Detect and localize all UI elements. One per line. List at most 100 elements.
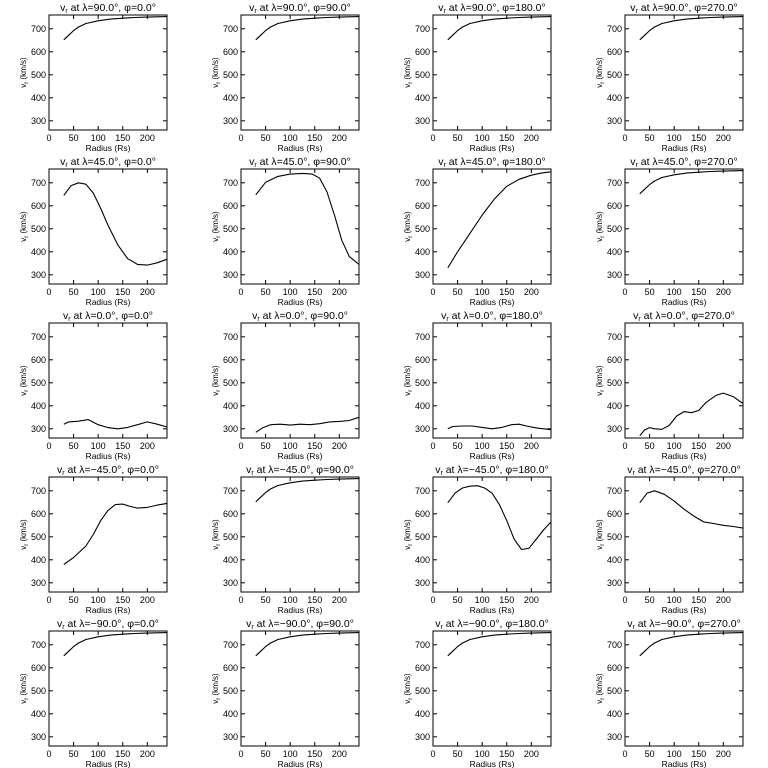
plot-title: vr at λ=0.0°, φ=270.0° (633, 310, 735, 323)
plot-title: vr at λ=−90.0°, φ=270.0° (627, 618, 741, 631)
x-tick-label: 0 (430, 441, 435, 451)
x-tick-label: 0 (238, 749, 243, 759)
y-axis-label: vr (km/s) (403, 211, 414, 242)
y-tick-label: 500 (223, 70, 238, 80)
y-tick-label: 500 (223, 532, 238, 542)
y-tick-label: 600 (415, 509, 430, 519)
x-tick-label: 100 (283, 133, 298, 143)
x-tick-label: 150 (307, 133, 322, 143)
x-axis-label: Radius (Rs) (662, 759, 707, 768)
y-tick-label: 700 (31, 640, 46, 650)
series-line (447, 632, 552, 657)
subplot-14: 0 50 100 150 200 300 400 500 600 700 vr at λ=−45.0… (211, 464, 360, 615)
y-tick-label: 300 (223, 116, 238, 126)
y-tick-label: 500 (415, 224, 430, 234)
x-tick-label: 0 (238, 133, 243, 143)
x-tick-label: 50 (69, 441, 79, 451)
y-tick-label: 300 (31, 578, 46, 588)
series-line (255, 172, 360, 265)
y-tick-label: 500 (415, 686, 430, 696)
y-tick-label: 600 (415, 355, 430, 365)
x-axis-label: Radius (Rs) (470, 605, 515, 615)
y-tick-label: 400 (223, 401, 238, 411)
series-line (639, 16, 744, 41)
plot-title: vr at λ=90.0°, φ=90.0° (249, 2, 351, 15)
x-tick-label: 50 (645, 133, 655, 143)
y-axis-label: vr (km/s) (211, 211, 222, 242)
x-tick-label: 100 (283, 749, 298, 759)
plot-frame (624, 168, 744, 285)
x-axis-label: Radius (Rs) (86, 297, 131, 307)
y-tick-label: 300 (31, 116, 46, 126)
x-axis-label: Radius (Rs) (662, 143, 707, 153)
plot-title: vr at λ=90.0°, φ=270.0° (630, 2, 737, 15)
plot-title: vr at λ=45.0°, φ=90.0° (249, 156, 351, 169)
x-tick-label: 50 (69, 133, 79, 143)
y-tick-label: 700 (223, 486, 238, 496)
y-axis-label: vr (km/s) (595, 365, 606, 396)
x-axis-label: Radius (Rs) (470, 759, 515, 768)
y-tick-label: 300 (607, 424, 622, 434)
subplot-17: 0 50 100 150 200 300 400 500 600 700 vr at λ=−90.0… (19, 618, 168, 768)
plot-frame (240, 476, 360, 593)
x-axis-label: Radius (Rs) (662, 605, 707, 615)
plot-frame (432, 322, 552, 439)
y-tick-label: 700 (31, 332, 46, 342)
plot-frame (48, 476, 168, 593)
x-tick-label: 0 (46, 595, 51, 605)
series-line (63, 419, 168, 430)
x-tick-label: 200 (332, 287, 347, 297)
plot-frame (48, 14, 168, 131)
x-tick-label: 100 (91, 441, 106, 451)
plot-frame (48, 322, 168, 439)
plot-frame (240, 14, 360, 131)
x-axis-label: Radius (Rs) (662, 297, 707, 307)
plot-title: vr at λ=−90.0°, φ=180.0° (435, 618, 549, 631)
x-tick-label: 150 (691, 133, 706, 143)
y-tick-label: 700 (607, 332, 622, 342)
y-tick-label: 500 (415, 532, 430, 542)
y-tick-label: 600 (607, 663, 622, 673)
x-tick-label: 200 (716, 595, 731, 605)
x-tick-label: 150 (307, 287, 322, 297)
y-tick-label: 500 (223, 686, 238, 696)
x-tick-label: 150 (499, 287, 514, 297)
x-tick-label: 50 (453, 595, 463, 605)
x-tick-label: 150 (691, 287, 706, 297)
plot-title: vr at λ=−45.0°, φ=90.0° (246, 464, 354, 477)
y-tick-label: 300 (223, 424, 238, 434)
x-tick-label: 100 (91, 595, 106, 605)
y-tick-label: 700 (415, 640, 430, 650)
y-tick-label: 600 (31, 47, 46, 57)
plot-title: vr at λ=45.0°, φ=0.0° (60, 156, 156, 169)
y-tick-label: 300 (223, 732, 238, 742)
y-tick-label: 500 (31, 686, 46, 696)
series-line (63, 16, 168, 41)
series-line (255, 632, 360, 657)
y-tick-label: 400 (607, 247, 622, 257)
series-line (639, 170, 744, 195)
y-tick-label: 500 (607, 532, 622, 542)
x-tick-label: 150 (115, 749, 130, 759)
x-tick-label: 50 (453, 749, 463, 759)
y-tick-label: 300 (223, 578, 238, 588)
y-tick-label: 400 (223, 93, 238, 103)
plot-frame (432, 476, 552, 593)
x-tick-label: 150 (499, 749, 514, 759)
y-tick-label: 500 (223, 224, 238, 234)
y-axis-label: vr (km/s) (211, 57, 222, 88)
y-tick-label: 300 (607, 116, 622, 126)
x-tick-label: 0 (46, 749, 51, 759)
subplot-15: 0 50 100 150 200 300 400 500 600 700 vr at λ=−45.0… (403, 464, 552, 615)
x-tick-label: 200 (524, 133, 539, 143)
series-line (639, 392, 744, 437)
x-tick-label: 100 (283, 287, 298, 297)
y-tick-label: 300 (607, 270, 622, 280)
y-tick-label: 400 (415, 709, 430, 719)
y-tick-label: 300 (31, 424, 46, 434)
y-tick-label: 500 (223, 378, 238, 388)
series-line (255, 16, 360, 41)
y-tick-label: 600 (223, 663, 238, 673)
x-tick-label: 0 (46, 133, 51, 143)
x-tick-label: 200 (716, 749, 731, 759)
